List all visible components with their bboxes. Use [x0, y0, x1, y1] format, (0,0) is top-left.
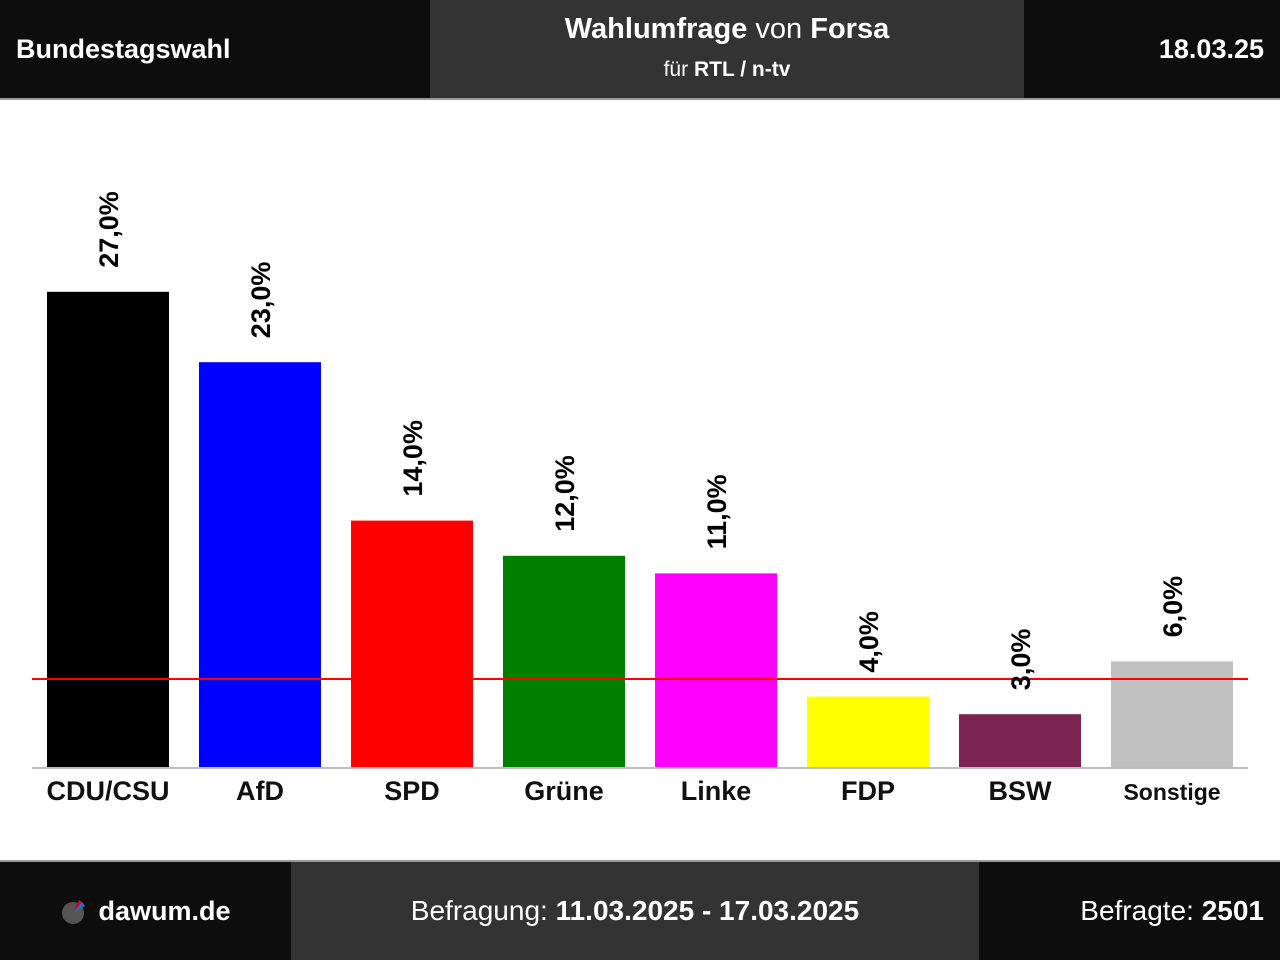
- category-label-fdp: FDP: [841, 776, 895, 806]
- respondents: Befragte: 2501: [979, 862, 1280, 960]
- site-brand[interactable]: dawum.de: [0, 862, 291, 960]
- bars-group: [47, 291, 1233, 767]
- value-label-sonstige: 6,0%: [1158, 576, 1188, 638]
- bar-chart: 27,0% 23,0% 14,0% 12,0% 11,0% 4,0% 3,0% 6,0% CD…: [32, 191, 1248, 806]
- footer-divider: [0, 860, 1280, 862]
- value-labels-group: 27,0% 23,0% 14,0% 12,0% 11,0% 4,0% 3,0% 6,0%: [94, 191, 1188, 690]
- category-label-afd: AfD: [236, 776, 284, 806]
- category-label-sonstige: Sonstige: [1123, 779, 1220, 805]
- bar-spd: [351, 520, 473, 767]
- survey-period: Befragung: 11.03.2025 - 17.03.2025: [291, 862, 979, 960]
- poll-title-word2: von: [755, 13, 803, 45]
- publish-date: 18.03.25: [1158, 33, 1264, 64]
- poll-title-word1: Wahlumfrage: [564, 13, 748, 45]
- respondents-value: 2501: [1201, 895, 1264, 926]
- category-label-spd: SPD: [384, 776, 440, 806]
- category-label-gruene: Grüne: [524, 776, 604, 806]
- header-divider: [0, 98, 1280, 100]
- survey-period-value: 11.03.2025 - 17.03.2025: [555, 895, 860, 926]
- survey-period-label: Befragung:: [410, 895, 548, 926]
- bar-linke: [655, 573, 777, 767]
- category-labels-group: CDU/CSU AfD SPD Grüne Linke FDP BSW Sonstige: [46, 776, 1220, 806]
- poll-title-box: Wahlumfrage von Forsa für RTL / n-tv: [430, 0, 1024, 98]
- value-label-fdp: 4,0%: [854, 611, 884, 673]
- value-label-cdu-csu: 27,0%: [94, 191, 124, 268]
- bar-fdp: [807, 696, 929, 767]
- pollster-name: Forsa: [810, 13, 890, 45]
- value-label-linke: 11,0%: [702, 474, 732, 549]
- poll-client-name: RTL / n-tv: [693, 58, 791, 81]
- bar-sonstige: [1111, 661, 1233, 767]
- value-label-afd: 23,0%: [246, 262, 276, 339]
- election-title: Bundestagswahl: [16, 33, 231, 64]
- category-label-linke: Linke: [681, 776, 752, 806]
- category-label-cdu-csu: CDU/CSU: [46, 776, 169, 806]
- poll-client-prefix: für: [663, 58, 689, 81]
- bar-cdu-csu: [47, 291, 169, 767]
- bar-gruene: [503, 555, 625, 767]
- header: Bundestagswahl Wahlumfrage von Forsa für…: [0, 0, 1280, 98]
- category-label-bsw: BSW: [989, 776, 1053, 806]
- site-name: dawum.de: [98, 895, 231, 926]
- respondents-label: Befragte:: [1080, 895, 1194, 926]
- bar-bsw: [959, 714, 1081, 767]
- poll-title: Wahlumfrage von Forsa: [430, 13, 1024, 46]
- value-label-gruene: 12,0%: [550, 455, 580, 532]
- value-label-spd: 14,0%: [398, 420, 428, 497]
- poll-client: für RTL / n-tv: [430, 58, 1024, 82]
- dawum-logo-icon: [62, 900, 86, 924]
- footer: dawum.de Befragung: 11.03.2025 - 17.03.2…: [0, 862, 1280, 960]
- bar-afd: [199, 362, 321, 767]
- value-label-bsw: 3,0%: [1006, 629, 1036, 691]
